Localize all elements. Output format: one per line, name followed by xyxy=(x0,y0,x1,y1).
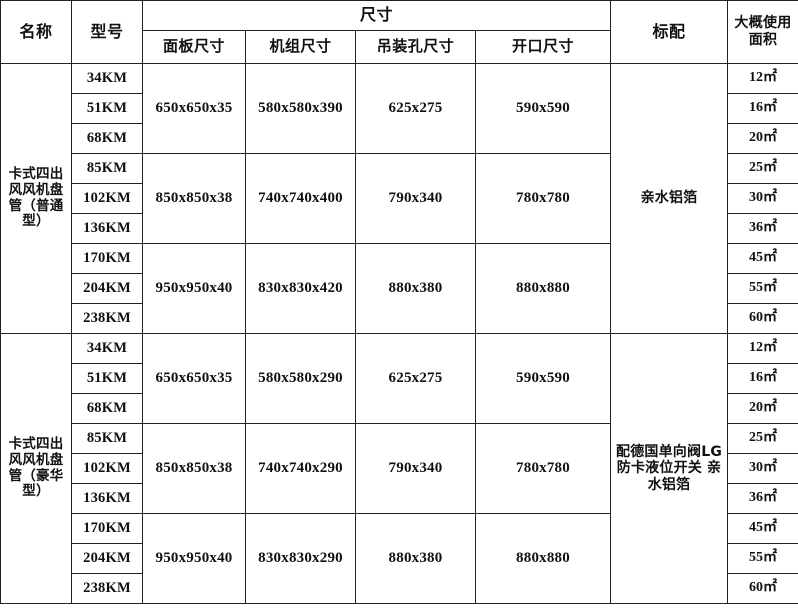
header-name: 名称 xyxy=(0,0,72,64)
model-cell: 68KM xyxy=(71,393,143,424)
model-cell: 34KM xyxy=(71,63,143,94)
model-cell: 102KM xyxy=(71,453,143,484)
table-row: 170KM 950x950x40 830x830x290 880x380 880x880… xyxy=(1,513,798,604)
approx-area-cell: 30㎡ xyxy=(727,183,798,214)
table-row: 85KM 850x850x38 740x740x290 790x340 780x780 2… xyxy=(1,423,798,514)
header-hang-hole-size: 吊装孔尺寸 xyxy=(355,30,476,64)
header-approx-area: 大概使用面积 xyxy=(727,0,798,64)
model-cell: 238KM xyxy=(71,303,143,334)
approx-area-cell: 12㎡ xyxy=(727,63,798,94)
unit-size-cell: 740x740x400 xyxy=(245,153,356,244)
header-model: 型号 xyxy=(71,0,143,64)
model-cell: 170KM xyxy=(71,513,143,544)
product-name-cell: 卡式四出风风机盘管（普通型） xyxy=(0,63,72,334)
approx-area-cell: 55㎡ xyxy=(727,273,798,304)
approx-area-cell: 60㎡ xyxy=(727,303,798,334)
header-panel-size: 面板尺寸 xyxy=(142,30,246,64)
model-cell: 204KM xyxy=(71,543,143,574)
hang-hole-size-cell: 880x380 xyxy=(355,513,476,604)
table-row: 136KM 36㎡ xyxy=(1,483,798,514)
table-row: 204KM 55㎡ xyxy=(1,273,798,304)
model-cell: 34KM xyxy=(71,333,143,364)
model-cell: 136KM xyxy=(71,213,143,244)
product-name-cell: 卡式四出风风机盘管（豪华型） xyxy=(0,333,72,604)
table-row: 卡式四出风风机盘管（普通型） 34KM 650x650x35 580x580x390 6… xyxy=(0,63,798,334)
standard-config-cell: 配德国单向阀LG防卡液位开关 亲水铝箔 xyxy=(610,333,729,604)
model-cell: 85KM xyxy=(71,153,143,184)
approx-area-cell: 16㎡ xyxy=(727,363,798,394)
opening-size-cell: 590x590 xyxy=(474,333,612,424)
panel-size-cell: 650x650x35 xyxy=(142,333,246,424)
approx-area-cell: 45㎡ xyxy=(727,513,798,544)
table-row: 204KM 55㎡ xyxy=(1,543,798,574)
opening-size-cell: 590x590 xyxy=(474,63,612,154)
model-cell: 51KM xyxy=(71,363,143,394)
panel-size-cell: 650x650x35 xyxy=(142,63,246,154)
approx-area-cell: 36㎡ xyxy=(727,213,798,244)
approx-area-cell: 36㎡ xyxy=(727,483,798,514)
table-row: 卡式四出风风机盘管（豪华型） 34KM 650x650x35 580x580x290 6… xyxy=(0,333,798,604)
approx-area-cell: 45㎡ xyxy=(727,243,798,274)
opening-size-cell: 880x880 xyxy=(474,513,612,604)
model-cell: 51KM xyxy=(71,93,143,124)
table-row: 51KM 16㎡ xyxy=(1,363,798,394)
model-cell: 68KM xyxy=(71,123,143,154)
hang-hole-size-cell: 790x340 xyxy=(355,153,476,244)
header-opening-size: 开口尺寸 xyxy=(474,30,612,64)
panel-size-cell: 850x850x38 xyxy=(142,423,246,514)
standard-config-cell: 亲水铝箔 xyxy=(610,63,729,334)
header-dimension-group: 尺寸 xyxy=(141,0,612,31)
unit-size-cell: 580x580x390 xyxy=(245,63,356,154)
table-row: 51KM 16㎡ xyxy=(1,93,798,124)
panel-size-cell: 950x950x40 xyxy=(142,513,246,604)
unit-size-cell: 830x830x290 xyxy=(245,513,356,604)
model-cell: 85KM xyxy=(71,423,143,454)
panel-size-cell: 850x850x38 xyxy=(142,153,246,244)
approx-area-cell: 20㎡ xyxy=(727,393,798,424)
approx-area-cell: 25㎡ xyxy=(727,423,798,454)
table-row: 238KM 60㎡ xyxy=(1,573,798,604)
approx-area-cell: 25㎡ xyxy=(727,153,798,184)
hang-hole-size-cell: 625x275 xyxy=(355,333,476,424)
table-row: 170KM 950x950x40 830x830x420 880x380 880x880… xyxy=(1,243,798,334)
opening-size-cell: 880x880 xyxy=(474,243,612,334)
unit-size-cell: 740x740x290 xyxy=(245,423,356,514)
header-unit-size: 机组尺寸 xyxy=(245,30,356,64)
table-body: 卡式四出风风机盘管（普通型） 34KM 650x650x35 580x580x390 6… xyxy=(0,63,798,604)
header-row-sub: 面板尺寸 机组尺寸 吊装孔尺寸 开口尺寸 xyxy=(1,30,798,64)
approx-area-cell: 55㎡ xyxy=(727,543,798,574)
hang-hole-size-cell: 625x275 xyxy=(355,63,476,154)
table-row: 68KM 20㎡ xyxy=(1,123,798,154)
unit-size-cell: 580x580x290 xyxy=(245,333,356,424)
unit-size-cell: 830x830x420 xyxy=(245,243,356,334)
header-row-top: 名称 型号 尺寸 标配 大概使用面积 xyxy=(0,0,798,64)
table-row: 85KM 850x850x38 740x740x400 790x340 780x780 2… xyxy=(1,153,798,244)
hang-hole-size-cell: 880x380 xyxy=(355,243,476,334)
table-row: 68KM 20㎡ xyxy=(1,393,798,424)
hang-hole-size-cell: 790x340 xyxy=(355,423,476,514)
model-cell: 204KM xyxy=(71,273,143,304)
panel-size-cell: 950x950x40 xyxy=(142,243,246,334)
approx-area-cell: 60㎡ xyxy=(727,573,798,604)
header-standard-config: 标配 xyxy=(610,0,729,64)
table-row: 102KM 30㎡ xyxy=(1,183,798,214)
model-cell: 170KM xyxy=(71,243,143,274)
model-cell: 136KM xyxy=(71,483,143,514)
approx-area-cell: 12㎡ xyxy=(727,333,798,364)
approx-area-cell: 30㎡ xyxy=(727,453,798,484)
approx-area-cell: 20㎡ xyxy=(727,123,798,154)
table-header: 名称 型号 尺寸 标配 大概使用面积 面板尺寸 机组尺寸 吊装孔尺寸 开口尺寸 xyxy=(0,0,798,64)
model-cell: 238KM xyxy=(71,573,143,604)
model-cell: 102KM xyxy=(71,183,143,214)
opening-size-cell: 780x780 xyxy=(474,153,612,244)
approx-area-cell: 16㎡ xyxy=(727,93,798,124)
opening-size-cell: 780x780 xyxy=(474,423,612,514)
